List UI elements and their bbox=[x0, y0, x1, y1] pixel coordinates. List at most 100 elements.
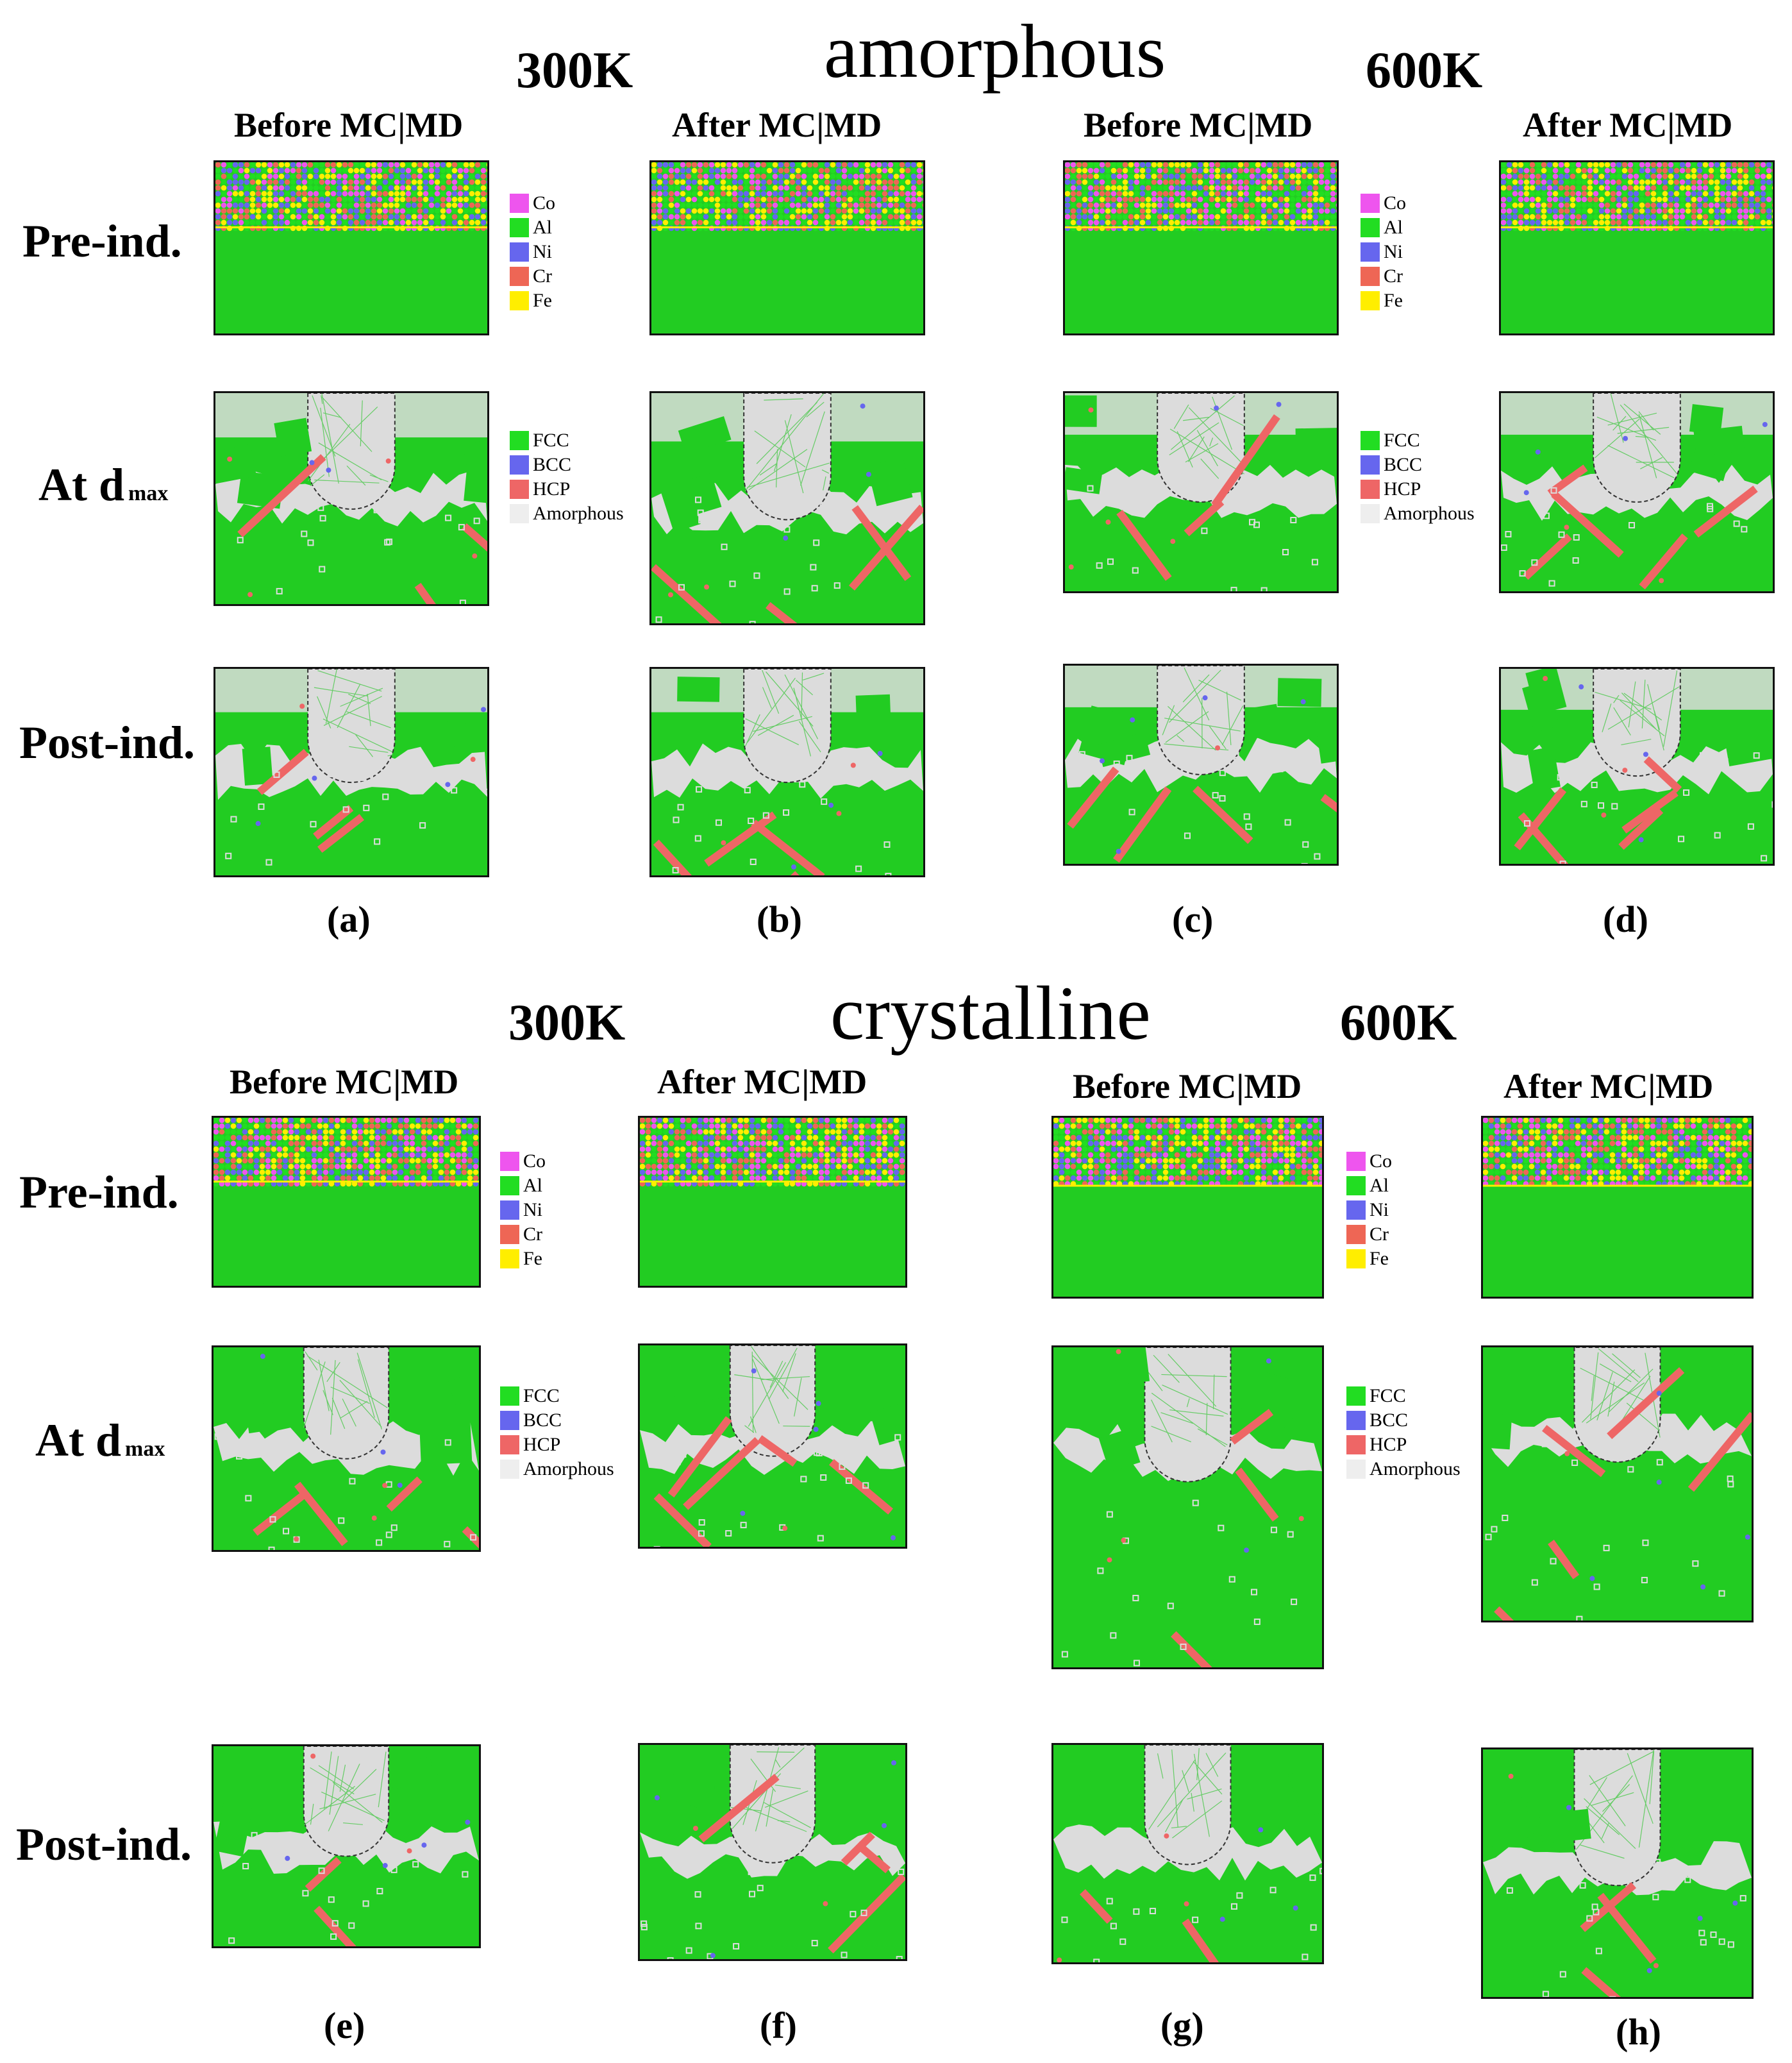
legend-swatch-hcp bbox=[510, 480, 529, 499]
row-label-pre-indentation-crystalline: Pre-ind. bbox=[19, 1166, 179, 1218]
legend-label-hcp: HCP bbox=[1384, 478, 1421, 500]
legend-swatch-amorphous bbox=[500, 1460, 519, 1479]
legend-item-al: Al bbox=[500, 1174, 546, 1198]
legend-item-co: Co bbox=[500, 1149, 546, 1174]
legend-label-amorphous: Amorphous bbox=[523, 1458, 614, 1479]
temperature-label-300k-amorphous: 300K bbox=[516, 42, 633, 99]
panel-label-h: (h) bbox=[1616, 2011, 1661, 2053]
snapshot-b-pre-indentation bbox=[649, 160, 925, 335]
legend-item-ni: Ni bbox=[500, 1198, 546, 1222]
snapshot-render bbox=[214, 1118, 479, 1286]
panel-label-a: (a) bbox=[327, 898, 371, 940]
legend-swatch-co bbox=[510, 194, 529, 213]
legend-swatch-hcp bbox=[1346, 1435, 1366, 1454]
legend-swatch-ni bbox=[1361, 242, 1380, 262]
legend-swatch-al bbox=[1346, 1176, 1366, 1195]
legend-label-cr: Cr bbox=[533, 265, 552, 287]
legend-swatch-fe bbox=[510, 291, 529, 310]
legend-label-fcc: FCC bbox=[1369, 1385, 1406, 1406]
snapshot-render bbox=[1501, 162, 1773, 333]
legend-item-bcc: BCC bbox=[1346, 1408, 1461, 1433]
temperature-label-600k-amorphous: 600K bbox=[1366, 42, 1483, 99]
column-header-before-c: Before MC|MD bbox=[1084, 106, 1313, 144]
element-legend-600k-crystalline: Co Al Ni Cr Fe bbox=[1346, 1149, 1392, 1271]
legend-label-cr: Cr bbox=[1369, 1224, 1389, 1245]
snapshot-h-pre-indentation bbox=[1481, 1116, 1754, 1299]
legend-label-amorphous: Amorphous bbox=[1369, 1458, 1461, 1479]
legend-item-al: Al bbox=[510, 215, 555, 240]
legend-swatch-cr bbox=[510, 267, 529, 286]
legend-label-fcc: FCC bbox=[523, 1385, 560, 1406]
legend-label-al: Al bbox=[523, 1175, 542, 1196]
legend-label-cr: Cr bbox=[1384, 265, 1403, 287]
temperature-label-600k-crystalline: 600K bbox=[1340, 995, 1457, 1051]
legend-label-ni: Ni bbox=[523, 1199, 542, 1220]
legend-swatch-bcc bbox=[1346, 1411, 1366, 1430]
legend-swatch-ni bbox=[500, 1200, 519, 1220]
legend-item-co: Co bbox=[510, 191, 555, 215]
legend-swatch-amorphous bbox=[1346, 1460, 1366, 1479]
snapshot-e-post-indentation bbox=[212, 1744, 481, 1948]
snapshot-render bbox=[215, 162, 487, 333]
legend-item-co: Co bbox=[1346, 1149, 1392, 1174]
snapshot-render bbox=[1053, 1745, 1322, 1962]
legend-swatch-fe bbox=[500, 1249, 519, 1268]
row-label-pre-indentation-amorphous: Pre-ind. bbox=[22, 215, 182, 267]
snapshot-render bbox=[651, 669, 923, 875]
legend-label-al: Al bbox=[533, 217, 552, 238]
panel-label-b: (b) bbox=[757, 898, 802, 940]
snapshot-e-at-dmax bbox=[212, 1345, 481, 1552]
row-label-post-indentation-crystalline: Post-ind. bbox=[16, 1819, 192, 1870]
snapshot-g-post-indentation bbox=[1051, 1743, 1324, 1964]
panel-label-f: (f) bbox=[760, 2005, 797, 2046]
row-label-at-dmax-amorphous: At d max bbox=[38, 459, 169, 510]
snapshot-f-at-dmax bbox=[638, 1343, 907, 1549]
legend-item-bcc: BCC bbox=[500, 1408, 614, 1433]
snapshot-f-post-indentation bbox=[638, 1743, 907, 1961]
legend-item-fe: Fe bbox=[510, 289, 555, 313]
legend-swatch-ni bbox=[1346, 1200, 1366, 1220]
legend-label-hcp: HCP bbox=[1369, 1434, 1407, 1455]
snapshot-a-pre-indentation bbox=[214, 160, 489, 335]
legend-label-fe: Fe bbox=[533, 290, 552, 311]
legend-item-cr: Cr bbox=[1361, 264, 1406, 289]
legend-swatch-al bbox=[500, 1176, 519, 1195]
legend-label-cr: Cr bbox=[523, 1224, 542, 1245]
legend-label-bcc: BCC bbox=[523, 1410, 562, 1431]
snapshot-render bbox=[1501, 393, 1773, 591]
structure-legend-600k-amorphous: FCC BCC HCP Amorphous bbox=[1361, 428, 1475, 526]
legend-label-amorphous: Amorphous bbox=[533, 503, 624, 524]
column-header-before-e: Before MC|MD bbox=[230, 1063, 459, 1101]
snapshot-render bbox=[1065, 162, 1337, 333]
legend-item-fe: Fe bbox=[1346, 1247, 1392, 1271]
legend-label-al: Al bbox=[1384, 217, 1403, 238]
legend-label-co: Co bbox=[523, 1150, 546, 1172]
snapshot-render bbox=[1065, 393, 1337, 591]
structure-legend-300k-crystalline: FCC BCC HCP Amorphous bbox=[500, 1384, 614, 1481]
legend-swatch-cr bbox=[1361, 267, 1380, 286]
panel-label-d: (d) bbox=[1603, 898, 1648, 940]
legend-label-co: Co bbox=[1384, 192, 1407, 214]
snapshot-c-post-indentation bbox=[1063, 664, 1339, 866]
legend-label-co: Co bbox=[1369, 1150, 1393, 1172]
legend-item-bcc: BCC bbox=[1361, 453, 1475, 477]
snapshot-render bbox=[215, 669, 487, 875]
legend-label-fcc: FCC bbox=[1384, 430, 1420, 451]
legend-swatch-fcc bbox=[500, 1386, 519, 1406]
snapshot-d-pre-indentation bbox=[1499, 160, 1775, 335]
legend-label-bcc: BCC bbox=[1369, 1410, 1409, 1431]
column-header-after-d: After MC|MD bbox=[1523, 106, 1733, 144]
legend-label-fe: Fe bbox=[1369, 1248, 1389, 1269]
legend-swatch-cr bbox=[1346, 1225, 1366, 1244]
legend-label-hcp: HCP bbox=[533, 478, 571, 500]
column-header-before-g: Before MC|MD bbox=[1073, 1067, 1302, 1106]
snapshot-c-pre-indentation bbox=[1063, 160, 1339, 335]
legend-item-hcp: HCP bbox=[1346, 1433, 1461, 1457]
legend-item-amorphous: Amorphous bbox=[500, 1457, 614, 1481]
snapshot-render bbox=[214, 1347, 479, 1550]
element-legend-300k-crystalline: Co Al Ni Cr Fe bbox=[500, 1149, 546, 1271]
snapshot-render bbox=[1065, 666, 1337, 864]
legend-item-fcc: FCC bbox=[1361, 428, 1475, 453]
legend-swatch-amorphous bbox=[510, 504, 529, 523]
legend-label-hcp: HCP bbox=[523, 1434, 561, 1455]
